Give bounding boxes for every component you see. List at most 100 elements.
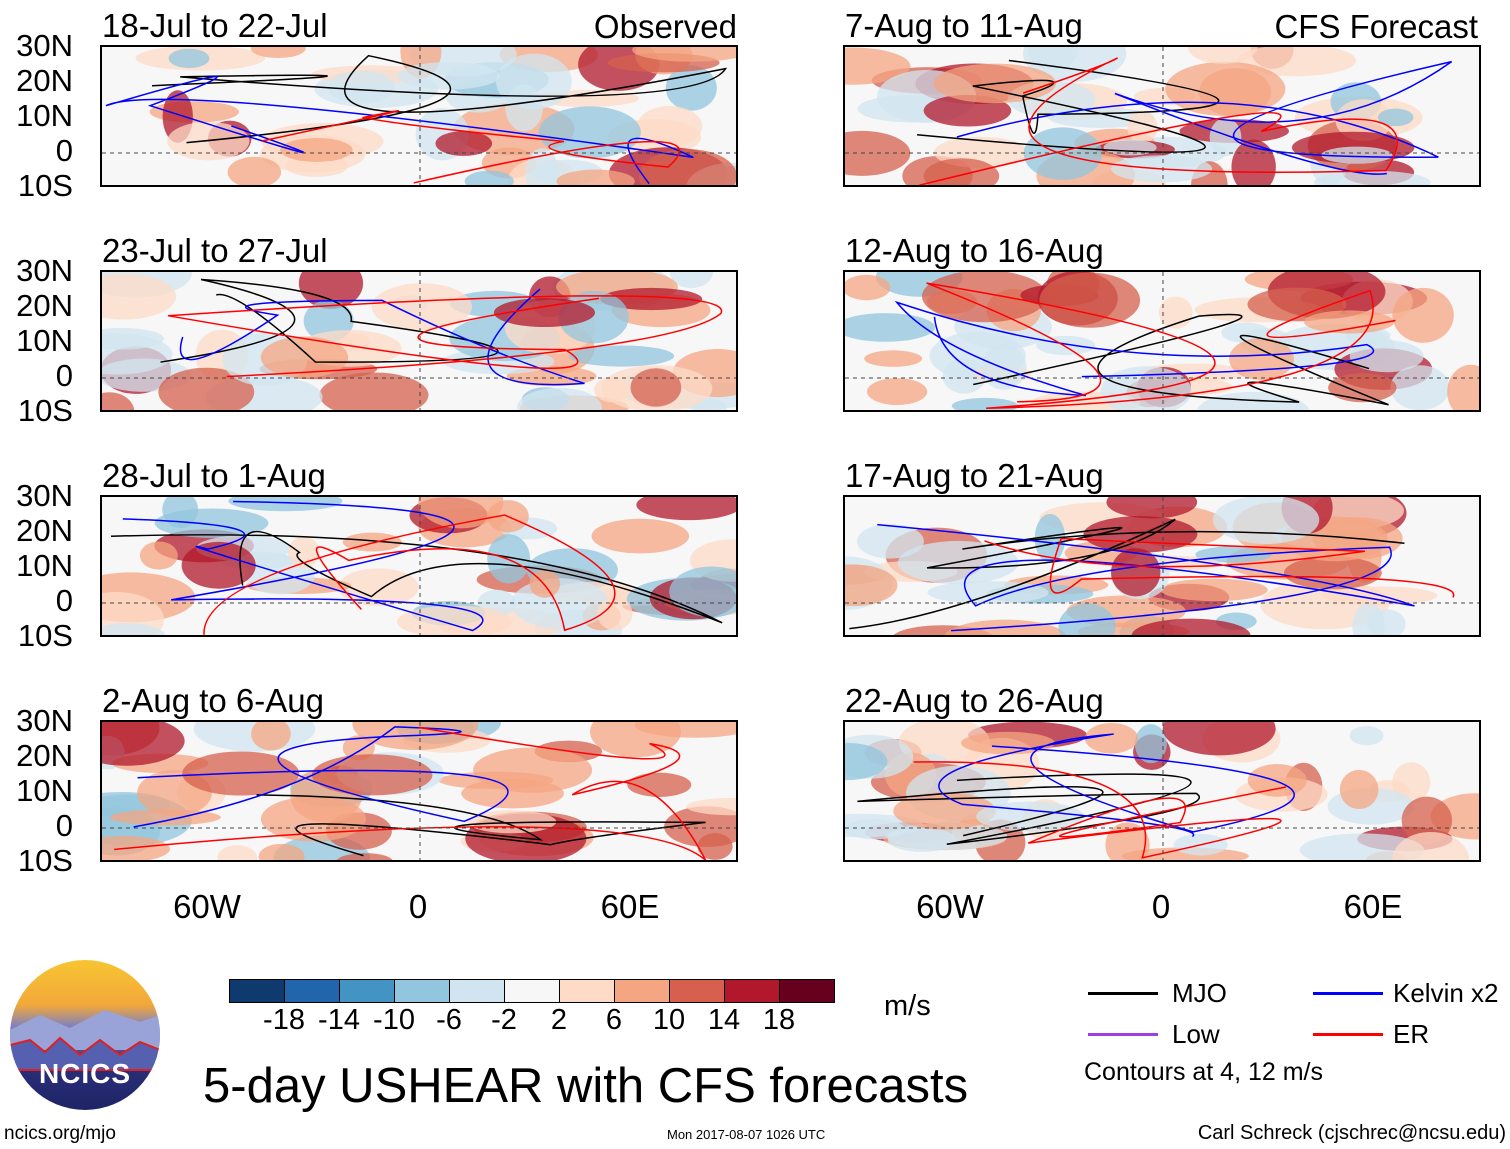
ncics-logo: NCICS	[10, 960, 160, 1110]
observed-header: Observed	[593, 8, 737, 45]
shear-anomaly-blob	[845, 818, 906, 840]
shear-anomaly-blob	[1131, 618, 1251, 635]
shear-anomaly-blob	[260, 796, 367, 842]
colorbar-tick-label: 6	[605, 1004, 623, 1036]
lat-label: 0	[55, 808, 73, 843]
shear-anomaly-blob	[139, 541, 178, 570]
shear-anomaly-blob	[260, 336, 349, 378]
contour-line	[114, 726, 707, 860]
lon-label-60w-right: 60W	[916, 888, 984, 925]
colorbar-swatch	[615, 980, 670, 1002]
lat-label: 10S	[17, 618, 73, 653]
shear-anomaly-blob	[1058, 603, 1116, 635]
shear-anomaly-blob	[636, 497, 736, 521]
shear-anomaly-blob	[569, 345, 675, 367]
colorbar-swatch	[230, 980, 285, 1002]
footer-timestamp: Mon 2017-08-07 1026 UTC	[667, 1127, 826, 1142]
contour-line	[857, 773, 1201, 846]
shear-anomaly-blob	[109, 809, 221, 826]
shear-anomaly-blob	[258, 843, 305, 860]
shear-anomaly-blob	[1187, 47, 1258, 64]
shear-anomaly-blob	[1237, 47, 1357, 77]
panel-title: 22-Aug to 26-Aug	[845, 682, 1104, 719]
shear-anomaly-blob	[864, 350, 923, 367]
figure-title: 5-day USHEAR with CFS forecasts	[203, 1059, 969, 1113]
legend-kelvin-line	[1313, 992, 1383, 995]
shear-anomaly-blob	[311, 754, 433, 796]
lat-label: 10N	[16, 548, 73, 583]
shear-anomaly-blob	[665, 65, 717, 111]
legend-kelvin-label: Kelvin x2	[1393, 978, 1499, 1008]
shear-anomaly-blob	[168, 48, 210, 69]
contour-line	[133, 726, 509, 828]
shear-anomaly-blob	[1229, 337, 1294, 381]
colorbar-swatch	[725, 980, 780, 1002]
shear-anomaly-blob	[1084, 723, 1138, 754]
contour-line	[894, 300, 1375, 397]
footer-url[interactable]: ncics.org/mjo	[4, 1123, 116, 1144]
shear-anomaly-blob	[464, 170, 514, 185]
shear-anomaly-blob	[627, 772, 692, 797]
colorbar-swatch	[285, 980, 340, 1002]
panel-title: 18-Jul to 22-Jul	[102, 7, 328, 44]
colorbar-swatch	[780, 980, 834, 1002]
shear-anomaly-blob	[418, 497, 504, 529]
shear-anomaly-blob	[371, 283, 472, 331]
shear-anomaly-blob	[102, 333, 173, 375]
shear-anomaly-blob	[298, 272, 364, 309]
shear-anomaly-blob	[251, 722, 291, 751]
panel-title: 12-Aug to 16-Aug	[845, 232, 1104, 269]
shear-anomaly-blob	[102, 392, 135, 410]
shear-anomaly-blob	[597, 596, 633, 631]
shear-anomaly-blob	[1100, 366, 1192, 410]
contour-line	[926, 282, 1396, 410]
contour-line	[913, 761, 1287, 859]
lon-label-60e-right: 60E	[1343, 888, 1403, 925]
shear-anomaly-blob	[686, 797, 736, 816]
colorbar-swatch	[560, 980, 615, 1002]
shear-anomaly-blob	[856, 524, 924, 559]
footer-credit: Carl Schreck (cjschrec@ncsu.edu)	[1197, 1122, 1506, 1144]
map-panel-observed-1	[100, 45, 738, 187]
shear-anomaly-blob	[556, 169, 635, 185]
shear-anomaly-blob	[632, 47, 736, 62]
shear-anomaly-blob	[1392, 287, 1454, 343]
map-panel-observed-4	[100, 720, 738, 862]
shear-anomaly-blob	[328, 70, 395, 104]
shear-anomaly-blob	[976, 801, 1084, 832]
shear-anomaly-blob	[435, 131, 493, 156]
shear-anomaly-blob	[867, 378, 928, 406]
contour-line	[256, 794, 706, 857]
contour-line	[984, 537, 1455, 598]
colorbar-units: m/s	[884, 990, 931, 1022]
colorbar-swatch	[340, 980, 395, 1002]
lat-label: 0	[55, 358, 73, 393]
shear-anomaly-blob	[228, 497, 343, 512]
lon-label-60e-left: 60E	[600, 888, 660, 925]
shear-anomaly-blob	[162, 497, 199, 528]
contour-line	[262, 110, 681, 184]
lat-label: 10S	[17, 168, 73, 203]
contour-line	[938, 733, 1295, 838]
lat-label: 10S	[17, 843, 73, 878]
panel-title: 28-Jul to 1-Aug	[102, 457, 326, 494]
contour-line	[179, 288, 585, 386]
lon-label-0-right: 0	[1151, 888, 1171, 925]
shear-anomaly-blob	[1367, 609, 1406, 635]
shear-anomaly-blob	[538, 106, 641, 159]
shear-anomaly-blob	[102, 722, 185, 766]
contour-line	[916, 59, 1220, 153]
shear-anomaly-blob	[319, 372, 429, 410]
shear-anomaly-blob	[1209, 118, 1242, 157]
contour-line	[203, 514, 616, 635]
shear-anomaly-blob	[493, 298, 596, 328]
shear-anomaly-blob	[511, 578, 610, 629]
panel-title: 7-Aug to 11-Aug	[845, 7, 1083, 44]
lat-label: 30N	[16, 478, 73, 513]
shear-anomaly-blob	[927, 581, 1049, 604]
colorbar	[229, 979, 835, 1003]
lon-label-60w-left: 60W	[173, 888, 241, 925]
lat-label: 10S	[17, 393, 73, 428]
shear-anomaly-blob	[697, 833, 733, 860]
contour-line	[167, 295, 723, 378]
